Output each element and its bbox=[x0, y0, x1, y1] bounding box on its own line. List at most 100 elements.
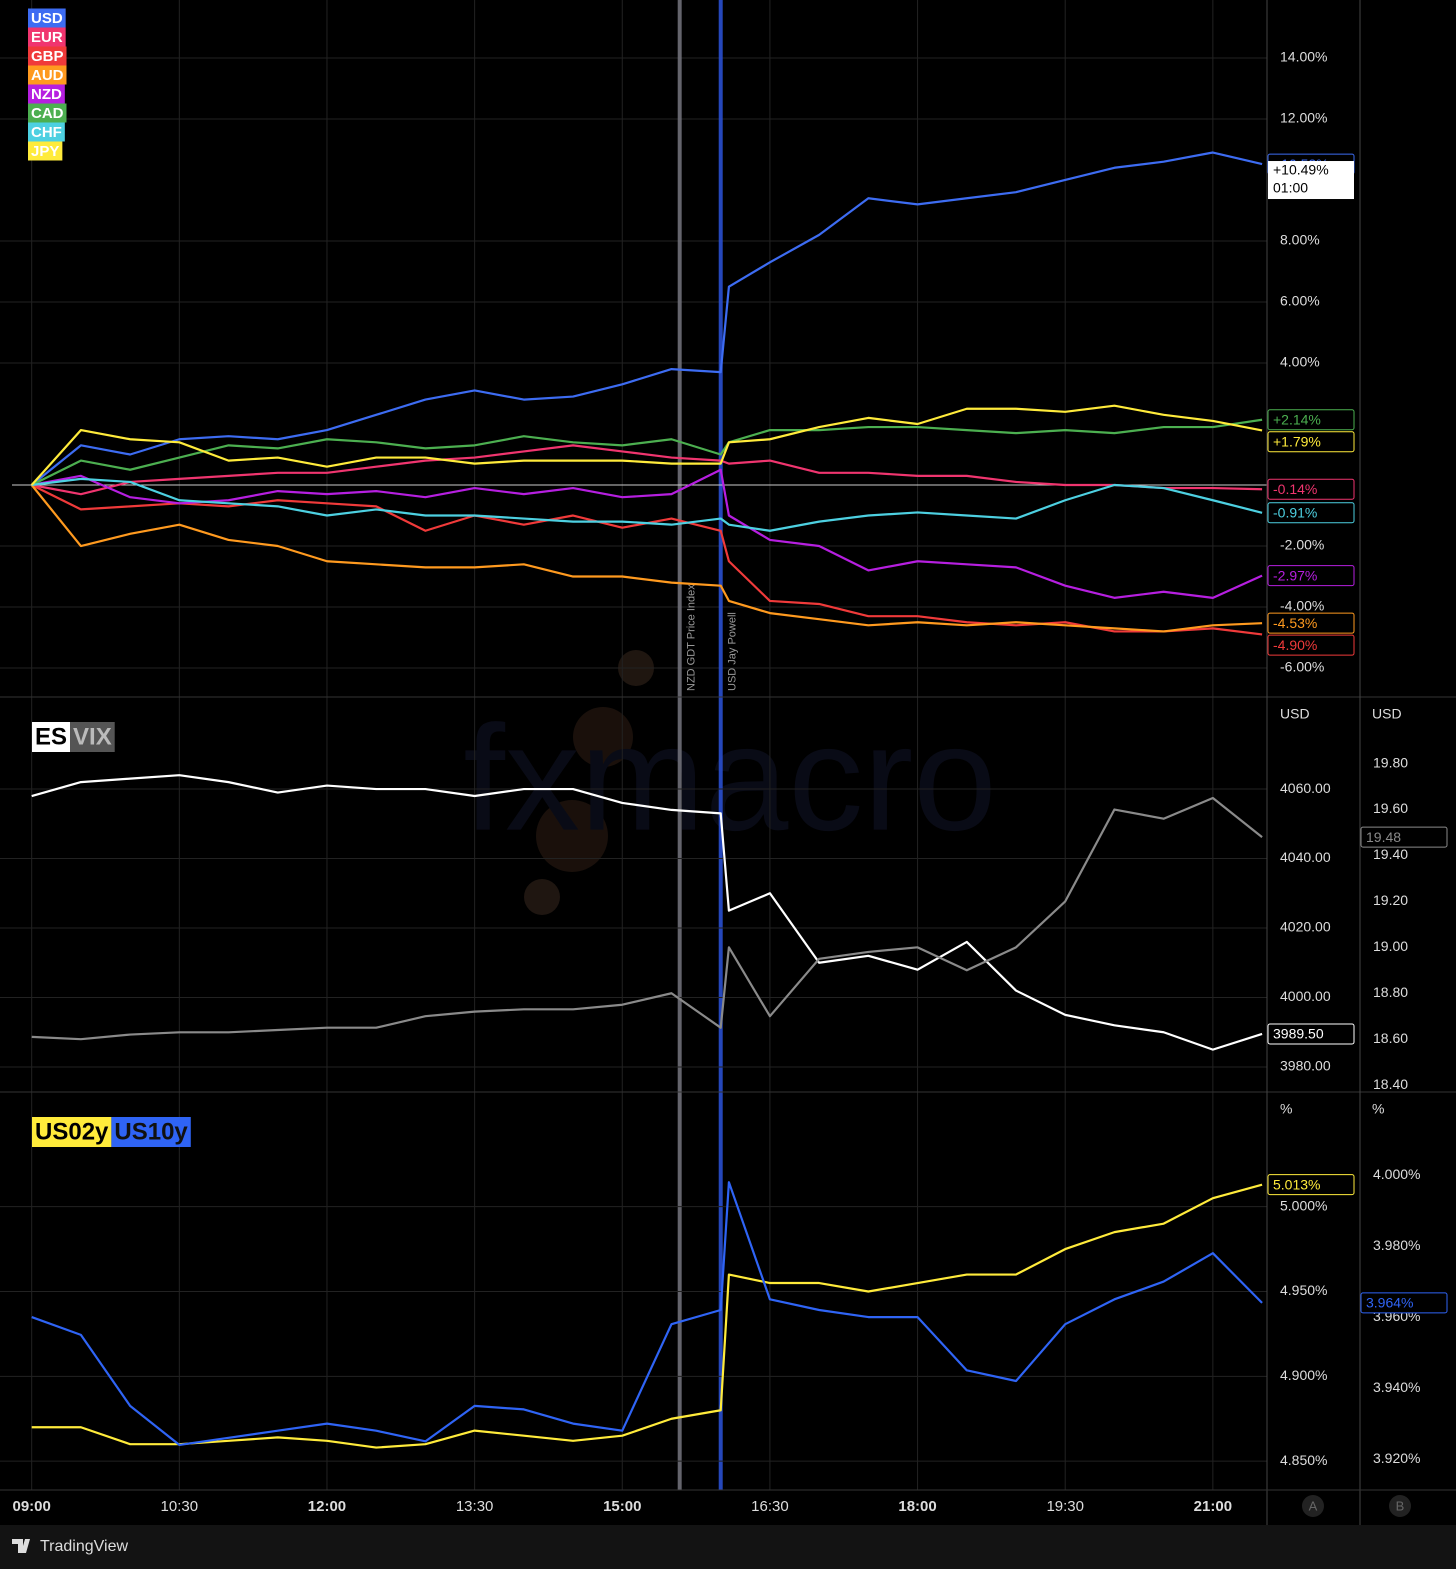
value-tag-label: 3.964% bbox=[1366, 1295, 1413, 1311]
x-tick-label: 13:30 bbox=[456, 1498, 494, 1515]
legend-label: US10y bbox=[114, 1118, 188, 1145]
brand-logo bbox=[12, 1539, 30, 1553]
watermark-dot bbox=[573, 707, 633, 767]
footer bbox=[0, 1525, 1456, 1569]
value-tag-label: -2.97% bbox=[1273, 567, 1317, 583]
value-tag-label: -0.91% bbox=[1273, 504, 1317, 520]
legend-swatch bbox=[32, 1117, 112, 1147]
y-tick-label: 8.00% bbox=[1280, 232, 1320, 248]
y-unit: USD bbox=[1280, 706, 1310, 722]
x-tick-label: 15:00 bbox=[603, 1498, 641, 1515]
y-tick-label: -4.00% bbox=[1280, 598, 1324, 614]
value-tag-label: -0.14% bbox=[1273, 481, 1317, 497]
scale-button[interactable] bbox=[1389, 1495, 1411, 1517]
y-tick-label: -2.00% bbox=[1280, 537, 1324, 553]
y2-tick-label: 19.40 bbox=[1373, 846, 1408, 862]
y2-unit: % bbox=[1372, 1101, 1384, 1117]
series-line bbox=[30, 151, 1263, 486]
legend-label: CHF bbox=[31, 124, 62, 141]
series-line bbox=[30, 484, 1263, 633]
series-line bbox=[31, 774, 1263, 1051]
legend-swatch bbox=[28, 103, 67, 123]
y-tick-label: 6.00% bbox=[1280, 293, 1320, 309]
value-tag bbox=[1267, 478, 1355, 500]
y-tick-label: 12.00% bbox=[1280, 110, 1327, 126]
x-tick-label: 09:00 bbox=[12, 1498, 50, 1515]
value-tag bbox=[1267, 612, 1355, 634]
series-line bbox=[31, 418, 1263, 486]
series-line bbox=[31, 477, 1263, 532]
watermark: fxmacro bbox=[463, 694, 996, 862]
value-tag bbox=[1267, 1174, 1355, 1196]
y-tick-label: 14.00% bbox=[1280, 49, 1327, 65]
y2-tick-label: 18.60 bbox=[1373, 1030, 1408, 1046]
legend-label: JPY bbox=[31, 143, 59, 160]
watermark-dot bbox=[536, 800, 608, 872]
scale-button[interactable] bbox=[1302, 1495, 1324, 1517]
x-tick-label: 16:30 bbox=[751, 1498, 789, 1515]
value-tag-label: 5.013% bbox=[1273, 1176, 1320, 1192]
event-label: NZD GDT Price Index bbox=[686, 584, 698, 691]
value-tag-label: +1.79% bbox=[1273, 433, 1321, 449]
value-tag bbox=[1267, 409, 1355, 431]
y-unit: % bbox=[1280, 1101, 1292, 1117]
y-tick-label: 4060.00 bbox=[1280, 780, 1331, 796]
legend-swatch bbox=[28, 122, 65, 142]
value-tag bbox=[1267, 565, 1355, 587]
y2-tick-label: 19.60 bbox=[1373, 800, 1408, 816]
plot-group: 14.00%12.00%8.00%6.00%4.00%-2.00%-4.00%-… bbox=[12, 8, 1448, 1515]
event-label: USD Jay Powell bbox=[727, 612, 739, 691]
value-tag bbox=[1267, 502, 1355, 524]
watermark-group: fxmacro bbox=[463, 650, 997, 915]
value-tag bbox=[1360, 826, 1448, 848]
y2-tick-label: 3.920% bbox=[1373, 1450, 1420, 1466]
y-tick-label: 4.00% bbox=[1280, 354, 1320, 370]
value-tag bbox=[1360, 1292, 1448, 1314]
y2-tick-label: 18.40 bbox=[1373, 1076, 1408, 1092]
series-line bbox=[31, 1183, 1263, 1449]
value-tag-label: 19.48 bbox=[1366, 829, 1401, 845]
value-tag bbox=[1267, 634, 1355, 656]
y-tick-label: 4.950% bbox=[1280, 1282, 1327, 1298]
y2-tick-label: 3.980% bbox=[1373, 1237, 1420, 1253]
y-tick-label: -6.00% bbox=[1280, 659, 1324, 675]
y-tick-label: 4.850% bbox=[1280, 1452, 1327, 1468]
brand: TradingView bbox=[40, 1538, 128, 1555]
y-tick-label: 4000.00 bbox=[1280, 988, 1331, 1004]
legend-swatch bbox=[28, 84, 65, 104]
legend-swatch bbox=[28, 27, 66, 47]
grid-group bbox=[0, 0, 1267, 1490]
legend-swatch bbox=[70, 722, 115, 752]
legend-swatch bbox=[111, 1117, 191, 1147]
series-line bbox=[31, 796, 1263, 1041]
series-line bbox=[31, 444, 1263, 496]
y2-tick-label: 19.00 bbox=[1373, 938, 1408, 954]
y2-unit: USD bbox=[1372, 706, 1402, 722]
scale-button-label[interactable]: A bbox=[1309, 1498, 1318, 1513]
legend-label: NZD bbox=[31, 86, 62, 103]
scale-button-label[interactable]: B bbox=[1396, 1498, 1405, 1513]
legend-swatch bbox=[28, 8, 66, 28]
countdown-tag bbox=[1268, 161, 1354, 200]
x-tick-label: 12:00 bbox=[308, 1498, 346, 1515]
value-tag-label: 3989.50 bbox=[1273, 1026, 1324, 1042]
x-tick-label: 21:00 bbox=[1194, 1498, 1232, 1515]
y-tick-label: 5.000% bbox=[1280, 1197, 1327, 1213]
value-tag-label: -4.53% bbox=[1273, 615, 1317, 631]
y2-tick-label: 19.80 bbox=[1373, 754, 1408, 770]
legend-label: EUR bbox=[31, 29, 63, 46]
legend-swatch bbox=[28, 141, 63, 161]
legend-label: VIX bbox=[73, 723, 112, 750]
legend-label: ES bbox=[35, 723, 67, 750]
y-tick-label: 4.900% bbox=[1280, 1367, 1327, 1383]
y2-tick-label: 4.000% bbox=[1373, 1166, 1420, 1182]
legend-label: USD bbox=[31, 10, 63, 27]
x-tick-label: 10:30 bbox=[161, 1498, 199, 1515]
legend-swatch bbox=[32, 722, 71, 752]
watermark-dot bbox=[524, 879, 560, 915]
x-tick-label: 19:30 bbox=[1046, 1498, 1084, 1515]
countdown-time: 01:00 bbox=[1273, 180, 1308, 196]
series-line bbox=[31, 1181, 1263, 1447]
